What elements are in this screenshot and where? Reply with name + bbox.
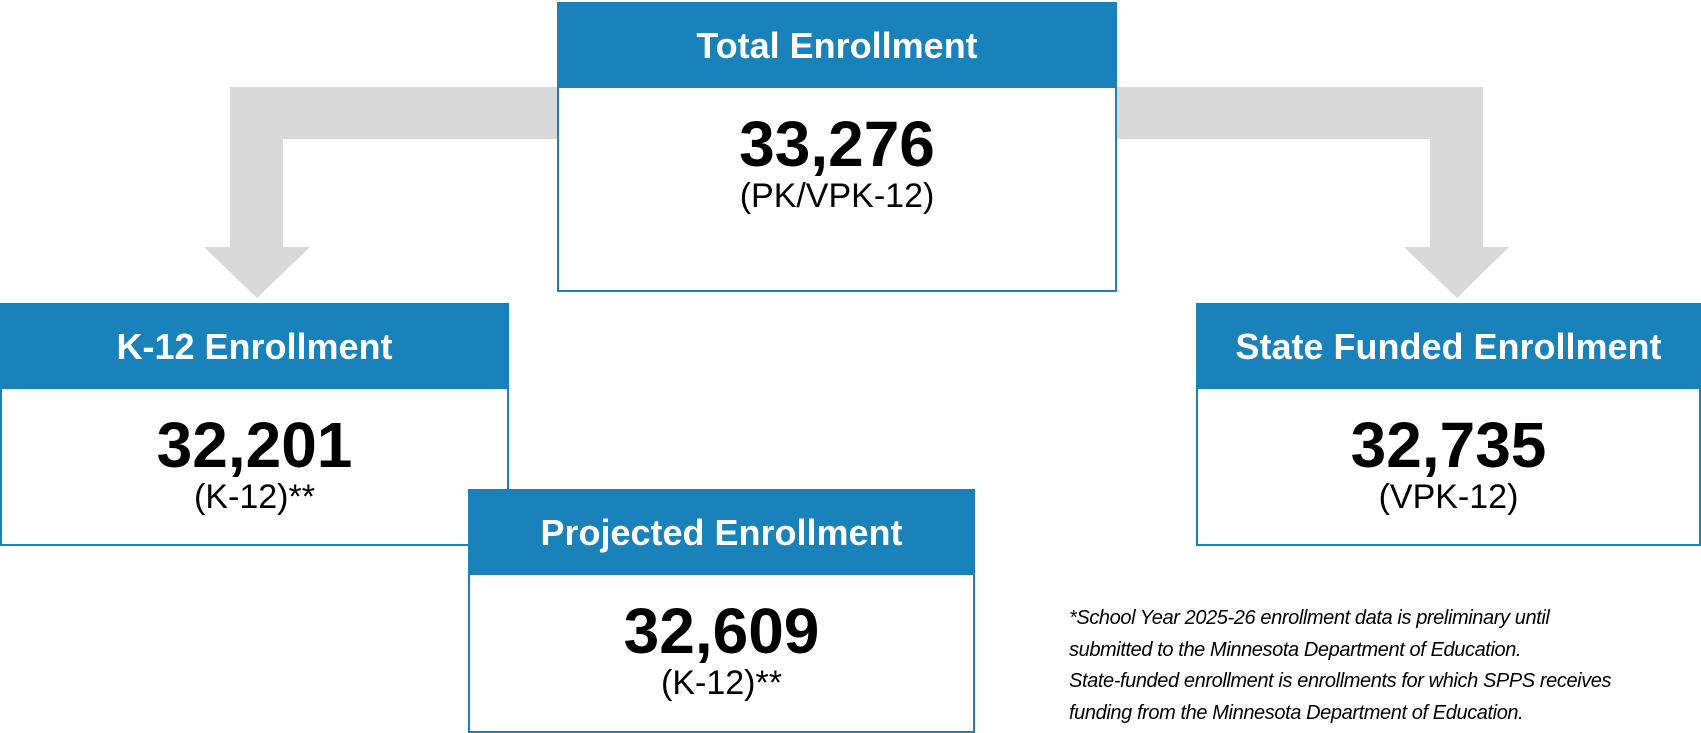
box-subtitle: (K-12)**: [661, 664, 782, 702]
box-title: State Funded Enrollment: [1198, 305, 1699, 389]
arrow-left: [204, 87, 557, 298]
footnote-line: *School Year 2025-26 enrollment data is …: [1069, 607, 1550, 629]
box-value: 32,201: [156, 409, 353, 481]
box-title: Total Enrollment: [559, 4, 1115, 88]
box-value: 33,276: [739, 108, 935, 180]
box-subtitle: (K-12)**: [194, 478, 315, 516]
enrollment-box: State Funded Enrollment 32,735 (VPK-12): [1196, 303, 1701, 546]
box-value: 32,735: [1350, 409, 1547, 481]
box-title: K-12 Enrollment: [2, 305, 507, 389]
enrollment-box: Projected Enrollment 32,609 (K-12)**: [468, 489, 975, 733]
enrollment-box: K-12 Enrollment 32,201 (K-12)**: [0, 303, 509, 546]
footnote-line: funding from the Minnesota Department of…: [1069, 701, 1524, 724]
footnote-line: State-funded enrollment is enrollments f…: [1069, 670, 1612, 692]
footnote: *School Year 2025-26 enrollment data is …: [1069, 603, 1612, 729]
enrollment-box: Total Enrollment 33,276 (PK/VPK-12): [557, 2, 1117, 292]
arrow-right: [1117, 87, 1509, 298]
box-value: 32,609: [623, 595, 820, 667]
box-subtitle: (VPK-12): [1378, 478, 1519, 516]
box-subtitle: (PK/VPK-12): [739, 177, 935, 215]
box-title: Projected Enrollment: [470, 491, 973, 575]
footnote-line: submitted to the Minnesota Department of…: [1069, 638, 1522, 661]
